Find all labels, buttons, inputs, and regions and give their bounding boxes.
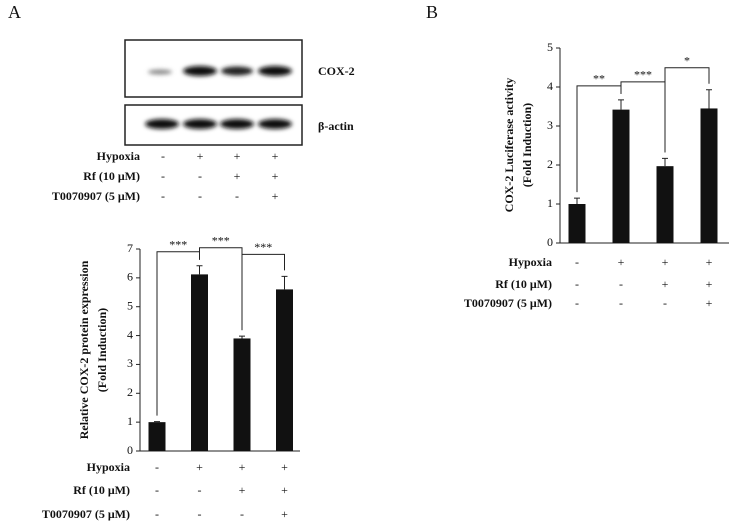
condition-sign: + bbox=[662, 277, 669, 291]
condition-sign: - bbox=[663, 296, 667, 310]
condition-sign: - bbox=[240, 507, 244, 521]
condition-sign: + bbox=[706, 277, 713, 291]
y-tick-label: 1 bbox=[127, 414, 133, 428]
condition-sign: - bbox=[619, 277, 623, 291]
condition-sign: + bbox=[281, 483, 288, 497]
condition-sign: - bbox=[161, 149, 165, 163]
significance-label: * bbox=[684, 53, 690, 67]
bar bbox=[233, 338, 251, 451]
significance-label: *** bbox=[212, 233, 230, 247]
y-axis-label: (Fold Induction) bbox=[95, 308, 109, 392]
condition-sign: + bbox=[196, 460, 203, 474]
y-tick-label: 2 bbox=[127, 385, 133, 399]
condition-sign: + bbox=[272, 149, 279, 163]
error-bar bbox=[574, 197, 580, 204]
y-tick-label: 5 bbox=[127, 298, 133, 312]
condition-sign: + bbox=[239, 460, 246, 474]
condition-label: T0070907 (5 μM) bbox=[464, 296, 552, 310]
y-tick-label: 4 bbox=[127, 327, 133, 341]
blot-label: COX-2 bbox=[318, 64, 355, 78]
y-axis-label: Relative COX-2 protein expression bbox=[77, 260, 91, 439]
condition-label: Hypoxia bbox=[509, 255, 552, 269]
significance-bracket bbox=[241, 253, 285, 331]
bar bbox=[276, 289, 293, 451]
significance-label: *** bbox=[634, 68, 652, 82]
condition-sign: + bbox=[706, 255, 713, 269]
condition-sign: + bbox=[706, 296, 713, 310]
condition-sign: - bbox=[155, 460, 159, 474]
condition-sign: + bbox=[272, 169, 279, 183]
condition-sign: - bbox=[198, 169, 202, 183]
y-axis-label: COX-2 Luciferase activity bbox=[502, 78, 516, 213]
bar bbox=[700, 108, 718, 243]
y-tick-label: 3 bbox=[547, 118, 553, 132]
significance-label: *** bbox=[169, 237, 187, 251]
bar bbox=[612, 109, 630, 244]
condition-sign: - bbox=[198, 507, 202, 521]
western-blot bbox=[124, 39, 303, 146]
bar bbox=[148, 422, 166, 451]
y-tick-label: 7 bbox=[127, 241, 133, 255]
condition-sign: + bbox=[281, 507, 288, 521]
condition-sign: + bbox=[234, 169, 241, 183]
condition-label: Rf (10 μM) bbox=[495, 277, 552, 291]
condition-sign: - bbox=[619, 296, 623, 310]
condition-label: Rf (10 μM) bbox=[83, 169, 140, 183]
bar bbox=[191, 274, 208, 451]
panel-label: B bbox=[426, 2, 438, 22]
condition-sign: - bbox=[155, 483, 159, 497]
condition-sign: + bbox=[197, 149, 204, 163]
condition-label: Hypoxia bbox=[87, 460, 130, 474]
condition-sign: + bbox=[234, 149, 241, 163]
y-tick-label: 6 bbox=[127, 270, 133, 284]
y-tick-label: 2 bbox=[547, 157, 553, 171]
condition-sign: - bbox=[575, 296, 579, 310]
condition-sign: - bbox=[235, 189, 239, 203]
condition-label: Rf (10 μM) bbox=[73, 483, 130, 497]
condition-sign: - bbox=[198, 189, 202, 203]
condition-sign: - bbox=[575, 277, 579, 291]
condition-sign: + bbox=[239, 483, 246, 497]
significance-bracket bbox=[664, 67, 710, 153]
error-bar bbox=[706, 89, 712, 109]
panel-label: A bbox=[8, 2, 21, 22]
error-bar bbox=[281, 275, 288, 290]
blot-label: β-actin bbox=[318, 119, 354, 133]
y-tick-label: 0 bbox=[127, 443, 133, 457]
condition-label: T0070907 (5 μM) bbox=[52, 189, 140, 203]
y-tick-label: 5 bbox=[547, 40, 553, 54]
condition-label: Hypoxia bbox=[97, 149, 140, 163]
condition-sign: + bbox=[618, 255, 625, 269]
condition-label: T0070907 (5 μM) bbox=[42, 507, 130, 521]
condition-sign: + bbox=[272, 189, 279, 203]
y-tick-label: 3 bbox=[127, 356, 133, 370]
bar bbox=[568, 204, 586, 243]
condition-sign: + bbox=[281, 460, 288, 474]
condition-sign: - bbox=[198, 483, 202, 497]
condition-sign: - bbox=[575, 255, 579, 269]
condition-sign: - bbox=[161, 169, 165, 183]
condition-sign: + bbox=[662, 255, 669, 269]
error-bar bbox=[618, 99, 624, 110]
y-axis-label: (Fold Induction) bbox=[520, 103, 534, 187]
y-tick-label: 4 bbox=[547, 79, 553, 93]
bar bbox=[656, 166, 674, 243]
error-bar bbox=[239, 335, 245, 339]
y-tick-label: 1 bbox=[547, 196, 553, 210]
error-bar bbox=[196, 265, 203, 275]
significance-label: *** bbox=[254, 240, 272, 254]
y-tick-label: 0 bbox=[547, 235, 553, 249]
significance-label: ** bbox=[593, 72, 605, 86]
error-bar bbox=[662, 157, 668, 167]
condition-sign: - bbox=[161, 189, 165, 203]
error-bar bbox=[154, 421, 160, 423]
condition-sign: - bbox=[155, 507, 159, 521]
